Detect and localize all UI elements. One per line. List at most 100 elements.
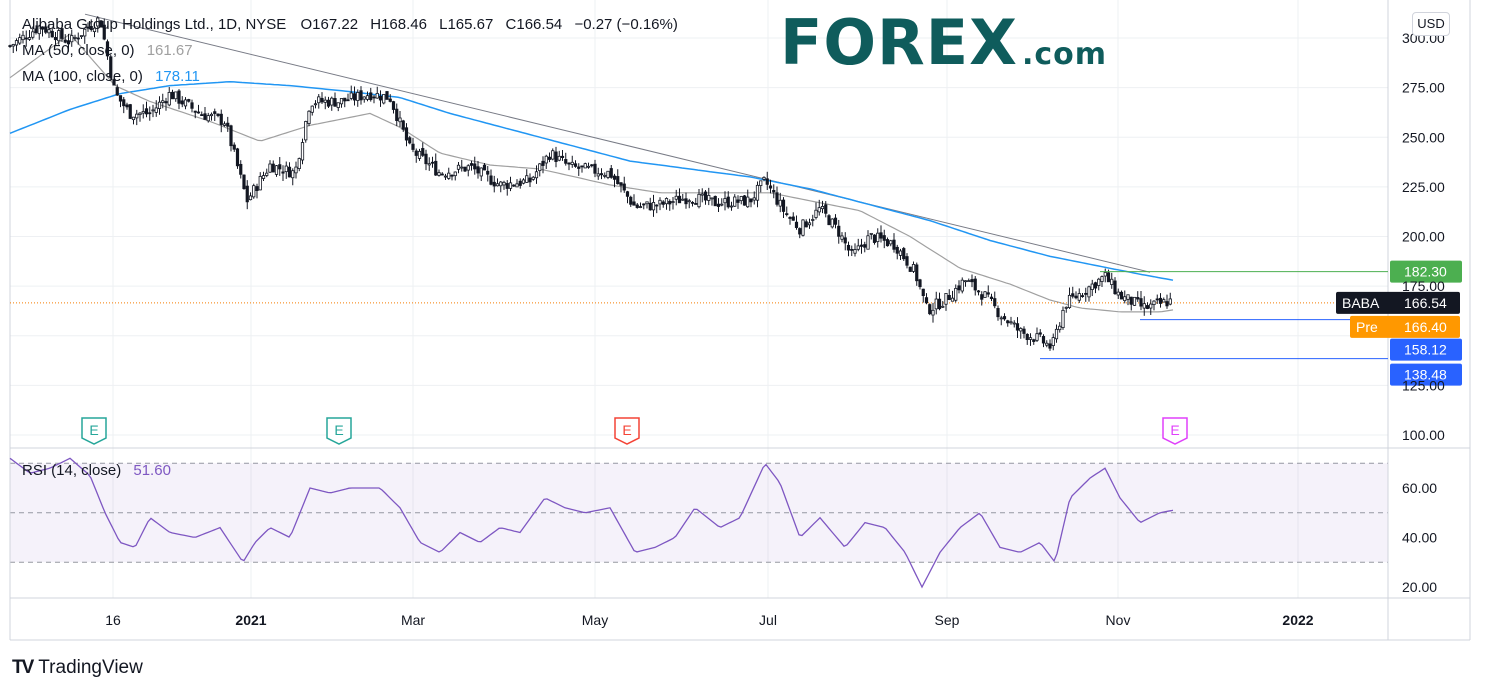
candle[interactable]	[892, 233, 896, 253]
candle[interactable]	[482, 163, 487, 171]
candle[interactable]	[811, 214, 815, 227]
candle[interactable]	[798, 227, 802, 239]
candle[interactable]	[518, 178, 522, 189]
candle[interactable]	[674, 189, 678, 206]
candle[interactable]	[1019, 327, 1023, 339]
candle[interactable]	[577, 163, 581, 176]
candle[interactable]	[632, 194, 636, 206]
candle[interactable]	[1116, 288, 1120, 300]
candle[interactable]	[417, 148, 422, 161]
candle[interactable]	[980, 291, 984, 306]
candle[interactable]	[47, 23, 51, 39]
candle[interactable]	[138, 112, 142, 122]
candle[interactable]	[265, 168, 269, 178]
candle[interactable]	[837, 219, 841, 244]
candle[interactable]	[489, 169, 493, 186]
candle[interactable]	[469, 160, 474, 171]
candle[interactable]	[1087, 285, 1091, 302]
candle[interactable]	[252, 183, 256, 199]
candle[interactable]	[1067, 287, 1072, 309]
candle[interactable]	[947, 289, 951, 301]
candle[interactable]	[369, 87, 373, 102]
candle[interactable]	[739, 195, 743, 205]
candle[interactable]	[1142, 296, 1146, 316]
candle[interactable]	[830, 218, 834, 229]
candle[interactable]	[476, 160, 480, 179]
candle[interactable]	[447, 167, 451, 180]
candle[interactable]	[388, 94, 392, 103]
candle[interactable]	[14, 38, 19, 52]
candle[interactable]	[1012, 320, 1016, 328]
candle[interactable]	[180, 96, 184, 108]
candle[interactable]	[473, 156, 477, 175]
candle[interactable]	[876, 228, 880, 248]
rsi-legend[interactable]: RSI (14, close) 51.60	[22, 462, 171, 479]
candle[interactable]	[824, 201, 828, 218]
candle[interactable]	[40, 26, 45, 37]
candle[interactable]	[385, 91, 389, 100]
candle[interactable]	[1071, 286, 1075, 299]
candle[interactable]	[1038, 329, 1042, 338]
candle[interactable]	[788, 216, 792, 225]
candle[interactable]	[749, 198, 753, 208]
candle[interactable]	[148, 106, 152, 121]
candle[interactable]	[1162, 297, 1166, 303]
candle[interactable]	[729, 201, 734, 211]
candle[interactable]	[908, 266, 912, 272]
candle[interactable]	[161, 93, 165, 109]
candle[interactable]	[235, 147, 240, 169]
candle[interactable]	[443, 173, 448, 181]
candle[interactable]	[954, 284, 958, 303]
candle[interactable]	[710, 197, 714, 206]
candle[interactable]	[229, 124, 233, 152]
level-tag-138[interactable]: 138.48	[1390, 363, 1462, 386]
candle[interactable]	[720, 198, 724, 207]
candle[interactable]	[752, 191, 756, 205]
candle[interactable]	[567, 162, 571, 171]
candle[interactable]	[193, 110, 197, 119]
candle[interactable]	[872, 234, 877, 245]
candle[interactable]	[430, 156, 435, 168]
candle[interactable]	[967, 278, 971, 283]
candle[interactable]	[648, 197, 652, 211]
candle[interactable]	[645, 201, 649, 209]
candle[interactable]	[554, 146, 558, 168]
candle[interactable]	[736, 195, 740, 209]
candle[interactable]	[382, 94, 386, 105]
candle[interactable]	[635, 202, 639, 209]
candle[interactable]	[960, 277, 964, 294]
candle[interactable]	[525, 169, 529, 183]
candle[interactable]	[27, 29, 32, 41]
candle[interactable]	[310, 105, 314, 116]
candle[interactable]	[1048, 339, 1052, 351]
candle[interactable]	[424, 149, 428, 171]
candle[interactable]	[996, 305, 1000, 321]
candle[interactable]	[541, 156, 545, 174]
candle[interactable]	[170, 89, 175, 100]
candle[interactable]	[564, 152, 568, 166]
candle[interactable]	[642, 203, 646, 210]
candle[interactable]	[703, 189, 708, 205]
candle[interactable]	[547, 152, 552, 163]
candle[interactable]	[135, 109, 139, 126]
candle[interactable]	[772, 184, 776, 199]
candle[interactable]	[1165, 294, 1169, 309]
candle[interactable]	[1074, 291, 1078, 300]
candle[interactable]	[60, 24, 64, 42]
level-tag-182[interactable]: 182.30	[1390, 260, 1462, 283]
candle[interactable]	[154, 100, 158, 117]
candle[interactable]	[408, 135, 412, 145]
candle[interactable]	[206, 112, 210, 123]
candle[interactable]	[765, 171, 769, 191]
candle[interactable]	[742, 195, 747, 206]
candle[interactable]	[846, 241, 851, 257]
candle[interactable]	[885, 237, 890, 247]
candle[interactable]	[53, 32, 58, 45]
candle[interactable]	[983, 291, 987, 298]
candle[interactable]	[1058, 322, 1062, 333]
candle[interactable]	[616, 169, 620, 185]
candle[interactable]	[278, 157, 282, 176]
candle[interactable]	[866, 230, 870, 250]
candle[interactable]	[820, 200, 825, 214]
